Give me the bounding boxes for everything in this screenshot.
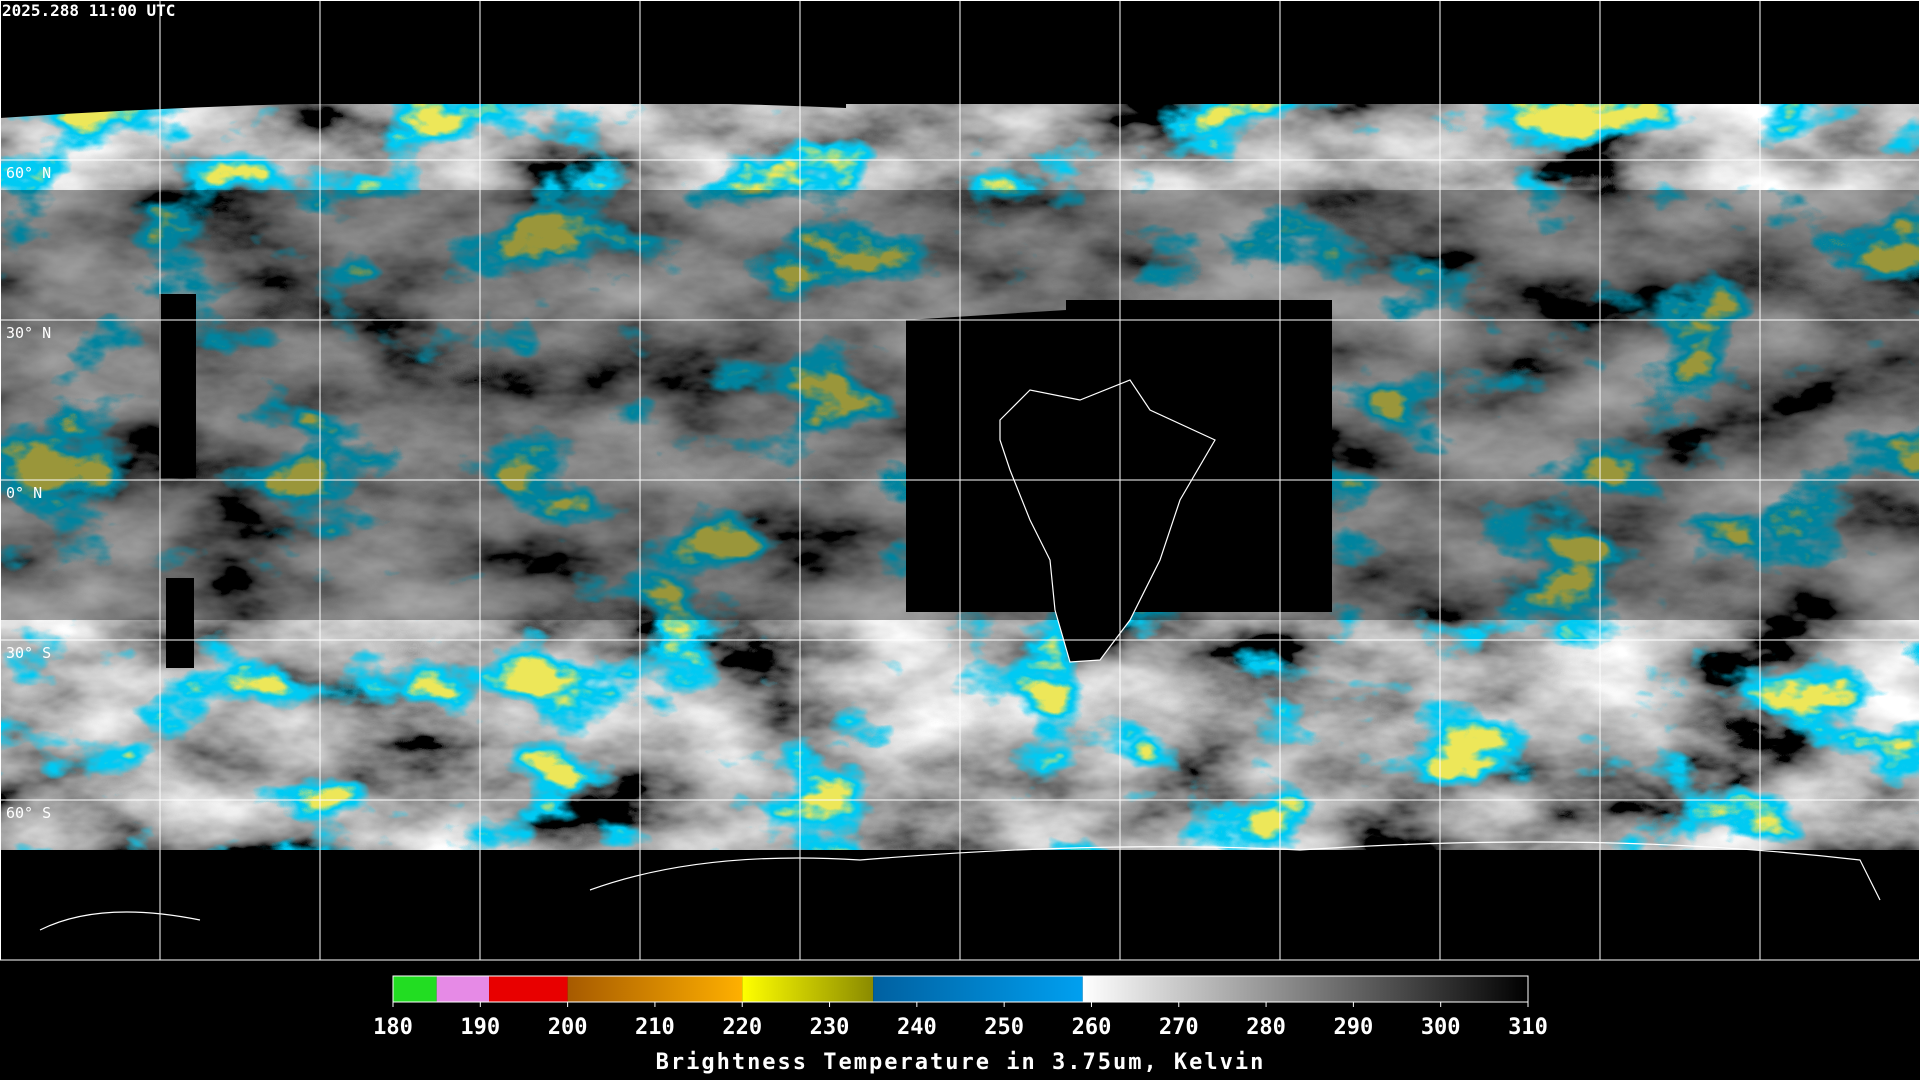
colorbar-tick-label: 260 <box>1072 1015 1112 1040</box>
colorbar-tick-label: 180 <box>373 1015 413 1040</box>
colorbar-tick-label: 290 <box>1334 1015 1374 1040</box>
colorbar-segment <box>742 976 874 1002</box>
colorbar-tick-label: 230 <box>810 1015 850 1040</box>
colorbar-tick-label: 240 <box>897 1015 937 1040</box>
latitude-label: 60° N <box>6 164 51 182</box>
latitude-label: 30° N <box>6 324 51 342</box>
colorbar-tick-label: 300 <box>1421 1015 1461 1040</box>
colorbar-tick-label: 210 <box>635 1015 675 1040</box>
colorbar-segment <box>567 976 743 1002</box>
colorbar-segment <box>873 976 1083 1002</box>
colorbar-segment <box>1082 976 1528 1002</box>
colorbar-segment <box>436 976 490 1002</box>
colorbar-tick-label: 200 <box>548 1015 588 1040</box>
timestamp: 2025.288 11:00 UTC <box>2 1 175 20</box>
colorbar-tick-label: 220 <box>722 1015 762 1040</box>
colorbar-tick-label: 270 <box>1159 1015 1199 1040</box>
latitude-label: 0° N <box>6 484 42 502</box>
colorbar-segment <box>393 976 437 1002</box>
colorbar-tick-label: 310 <box>1508 1015 1548 1040</box>
colorbar-frame <box>392 975 1529 1003</box>
latitude-label: 60° S <box>6 804 51 822</box>
colorbar-tick-label: 190 <box>460 1015 500 1040</box>
latitude-label: 30° S <box>6 644 51 662</box>
colorbar-label: Brightness Temperature in 3.75um, Kelvin <box>656 1050 1266 1075</box>
colorbar-tick-label: 250 <box>984 1015 1024 1040</box>
colorbar-segment <box>489 976 568 1002</box>
colorbar-tick-label: 280 <box>1246 1015 1286 1040</box>
